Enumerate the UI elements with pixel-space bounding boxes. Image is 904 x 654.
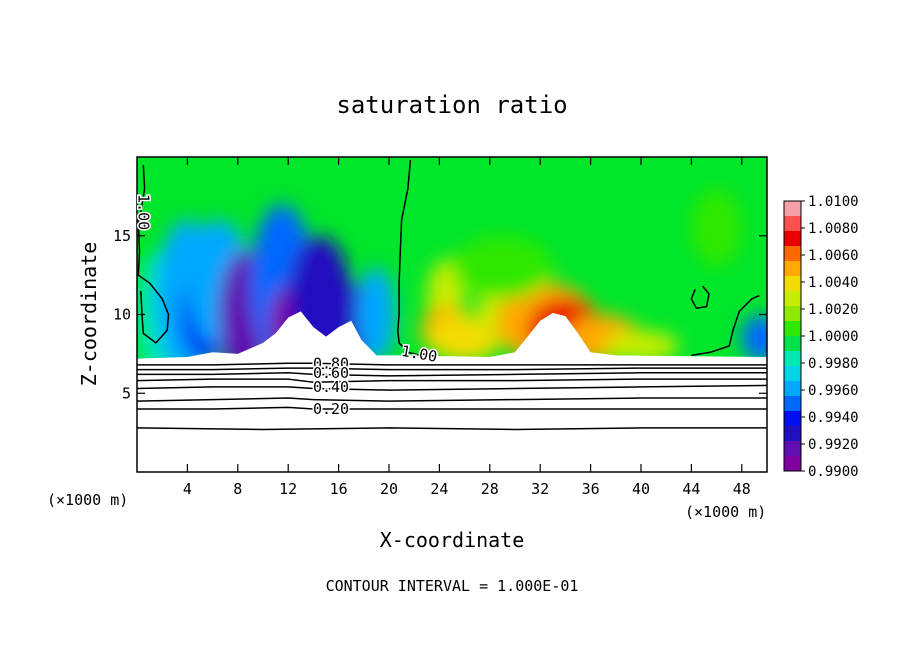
field-blob-19 bbox=[691, 188, 742, 268]
x-tick-label-12: 12 bbox=[279, 480, 297, 498]
contour-line-0.5 bbox=[137, 378, 767, 383]
colorbar-label-3: 1.0040 bbox=[808, 275, 859, 291]
contour-line-0.4 bbox=[137, 384, 767, 391]
unity-contour-1 bbox=[397, 160, 421, 357]
colorbar-label-4: 1.0020 bbox=[808, 302, 859, 318]
colorbar-swatch-9 bbox=[784, 336, 801, 352]
colorbar-label-9: 0.9920 bbox=[808, 437, 859, 453]
colorbar-swatch-1 bbox=[784, 216, 801, 232]
x-tick-label-40: 40 bbox=[632, 480, 650, 498]
terrain-mask bbox=[137, 311, 767, 472]
colorbar-swatch-16 bbox=[784, 441, 801, 457]
colorbar-label-2: 1.0060 bbox=[808, 248, 859, 264]
x-axis-ticks: 4 8 12 16 20 24 28 32 36 40 44 48 bbox=[183, 157, 751, 498]
colorbar-swatch-0 bbox=[784, 201, 801, 217]
contour-line-0.7 bbox=[137, 367, 767, 371]
contour-line-0.6 bbox=[137, 372, 767, 377]
unity-contour-3 bbox=[690, 285, 710, 310]
colorbar-label-10: 0.9900 bbox=[808, 464, 859, 480]
chart-title: saturation ratio bbox=[336, 91, 567, 119]
x-tick-label-16: 16 bbox=[330, 480, 348, 498]
colorbar-swatch-7 bbox=[784, 306, 801, 322]
colorbar: 1.0100 1.0080 1.0060 1.0040 1.0020 1.0000 0.99… bbox=[783, 194, 859, 480]
x-tick-label-28: 28 bbox=[481, 480, 499, 498]
x-unit-left: (×1000 m) bbox=[47, 491, 128, 509]
colorbar-swatch-5 bbox=[784, 276, 801, 292]
x-tick-label-32: 32 bbox=[531, 480, 549, 498]
contour-label-3: 0.60 bbox=[313, 364, 349, 382]
colorbar-label-7: 0.9960 bbox=[808, 383, 859, 399]
colorbar-swatch-4 bbox=[784, 261, 801, 277]
x-tick-label-44: 44 bbox=[682, 480, 700, 498]
x-tick-label-24: 24 bbox=[430, 480, 448, 498]
field-blob-18 bbox=[452, 235, 553, 299]
x-tick-label-20: 20 bbox=[380, 480, 398, 498]
colorbar-label-6: 0.9980 bbox=[808, 356, 859, 372]
x-tick-label-48: 48 bbox=[733, 480, 751, 498]
x-unit-right: (×1000 m) bbox=[685, 503, 766, 521]
y-tick-label-15: 15 bbox=[113, 227, 131, 245]
x-tick-label-4: 4 bbox=[183, 480, 192, 498]
colorbar-label-0: 1.0100 bbox=[808, 194, 859, 210]
y-tick-label-10: 10 bbox=[113, 306, 131, 324]
colorbar-label-5: 1.0000 bbox=[808, 329, 859, 345]
contour-line-0.2 bbox=[137, 406, 767, 410]
contour-line-0.1 bbox=[137, 427, 767, 431]
colorbar-swatch-8 bbox=[784, 321, 801, 337]
field-blob-9 bbox=[357, 267, 396, 362]
field-blob-20 bbox=[741, 314, 767, 362]
contour-line-0.8 bbox=[137, 362, 767, 366]
contour-interval-note: CONTOUR INTERVAL = 1.000E-01 bbox=[326, 577, 579, 595]
colorbar-swatch-11 bbox=[784, 366, 801, 382]
y-axis-label: Z-coordinate bbox=[77, 242, 101, 387]
colorbar-swatch-10 bbox=[784, 351, 801, 367]
contour-label-2: 0.80 bbox=[313, 354, 349, 372]
colorbar-swatch-15 bbox=[784, 426, 801, 442]
colorbar-swatch-17 bbox=[784, 456, 801, 472]
field-blob-17 bbox=[603, 330, 679, 362]
colorbar-swatch-2 bbox=[784, 231, 801, 247]
plot-area bbox=[137, 157, 767, 472]
y-tick-label-5: 5 bbox=[122, 384, 131, 402]
unity-contour-2 bbox=[691, 294, 760, 357]
contour-label-0: 1.00 bbox=[134, 194, 152, 230]
contour-label-5: 0.20 bbox=[313, 400, 349, 418]
colorbar-swatch-14 bbox=[784, 411, 801, 427]
colorbar-swatch-6 bbox=[784, 291, 801, 307]
colorbar-swatch-13 bbox=[784, 396, 801, 412]
x-tick-label-8: 8 bbox=[233, 480, 242, 498]
colorbar-swatch-12 bbox=[784, 381, 801, 397]
unity-contour-0 bbox=[137, 164, 170, 344]
contour-labels: 1.001.000.800.600.400.20 bbox=[133, 193, 440, 420]
colorbar-swatch-3 bbox=[784, 246, 801, 262]
colorbar-label-8: 0.9940 bbox=[808, 410, 859, 426]
x-axis-label: X-coordinate bbox=[380, 528, 525, 552]
y-axis-ticks: 5 10 15 bbox=[113, 227, 767, 402]
contour-label-4: 0.40 bbox=[313, 378, 349, 396]
contour-line-0.3 bbox=[137, 397, 767, 402]
x-tick-label-36: 36 bbox=[582, 480, 600, 498]
colorbar-label-1: 1.0080 bbox=[808, 221, 859, 237]
contour-lines bbox=[137, 160, 767, 431]
